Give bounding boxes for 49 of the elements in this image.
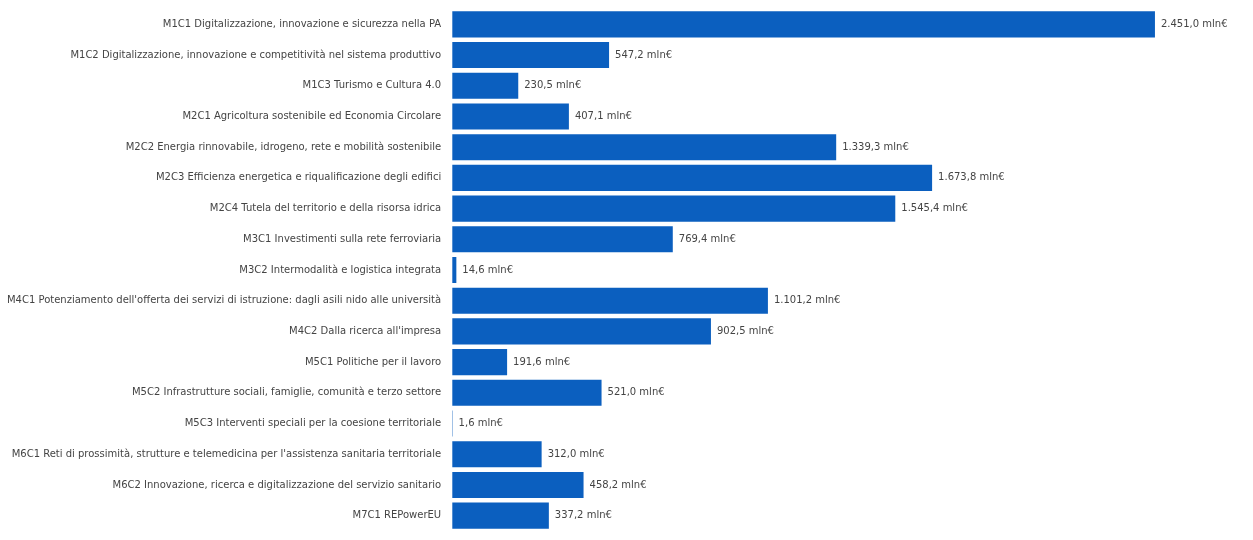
data-label: 521,0 mln€ [607, 386, 665, 398]
y-tick-label: M4C1 Potenziamento dell'offerta dei servizi di istruzione: dagli asili nido alle università [6, 294, 442, 306]
y-tick-label: M1C2 Digitalizzazione, innovazione e competitività nel sistema produttivo [70, 48, 442, 60]
data-label: 337,2 mln€ [554, 509, 612, 521]
data-label: 14,6 mln€ [462, 263, 514, 275]
data-label: 1,6 mln€ [458, 417, 503, 429]
bar [452, 164, 933, 191]
bar [452, 441, 542, 468]
y-tick-label: M7C1 REPowerEU [352, 509, 442, 521]
y-tick-label: M5C1 Politiche per il lavoro [304, 355, 442, 367]
data-label: 1.545,4 mln€ [901, 202, 968, 214]
data-label: 407,1 mln€ [574, 110, 632, 122]
bar [452, 134, 837, 161]
y-tick-label: M3C2 Intermodalità e logistica integrata [239, 263, 442, 275]
data-label: 2.451,0 mln€ [1160, 17, 1228, 29]
y-tick-label: M2C4 Tutela del territorio e della risorsa idrica [209, 202, 442, 214]
y-tick-label: M6C2 Innovazione, ricerca e digitalizzazione del servizio sanitario [112, 478, 442, 490]
y-tick-label: M5C3 Interventi speciali per la coesione territoriale [184, 417, 442, 429]
data-label: 547,2 mln€ [615, 48, 673, 60]
data-label: 312,0 mln€ [547, 447, 605, 459]
bar [452, 287, 768, 314]
y-tick-label: M1C1 Digitalizzazione, innovazione e sicurezza nella PA [162, 17, 442, 29]
data-label: 1.673,8 mln€ [938, 171, 1005, 183]
y-tick-label: M1C3 Turismo e Cultura 4.0 [302, 79, 442, 91]
y-tick-label: M3C1 Investimenti sulla rete ferroviaria [243, 232, 442, 244]
bar [452, 318, 711, 345]
y-tick-label: M5C2 Infrastrutture sociali, famiglie, comunità e terzo settore [131, 386, 442, 398]
y-tick-label: M2C3 Efficienza energetica e riqualificazione degli edifici [155, 171, 442, 183]
bar [452, 11, 1155, 38]
bar [452, 349, 508, 376]
y-tick-label: M2C2 Energia rinnovabile, idrogeno, rete e mobilità sostenibile [125, 140, 442, 152]
bar [452, 226, 673, 253]
bar [452, 103, 569, 130]
data-label: 1.339,3 mln€ [842, 140, 909, 152]
bar [452, 72, 519, 99]
data-label: 191,6 mln€ [513, 355, 571, 367]
bar [452, 42, 610, 69]
bar [452, 471, 584, 498]
y-tick-label: M4C2 Dalla ricerca all'impresa [289, 325, 442, 337]
y-tick-label: M2C1 Agricoltura sostenibile ed Economia Circolare [182, 110, 442, 122]
data-label: 458,2 mln€ [589, 478, 647, 490]
bar [452, 379, 602, 406]
y-tick-label: M6C1 Reti di prossimità, strutture e telemedicina per l'assistenza sanitaria territoriale [11, 447, 442, 459]
bar [452, 502, 549, 529]
data-label: 230,5 mln€ [524, 79, 582, 91]
bar [452, 195, 896, 222]
data-label: 1.101,2 mln€ [773, 294, 841, 306]
data-label: 769,4 mln€ [678, 232, 736, 244]
data-label: 902,5 mln€ [716, 325, 774, 337]
